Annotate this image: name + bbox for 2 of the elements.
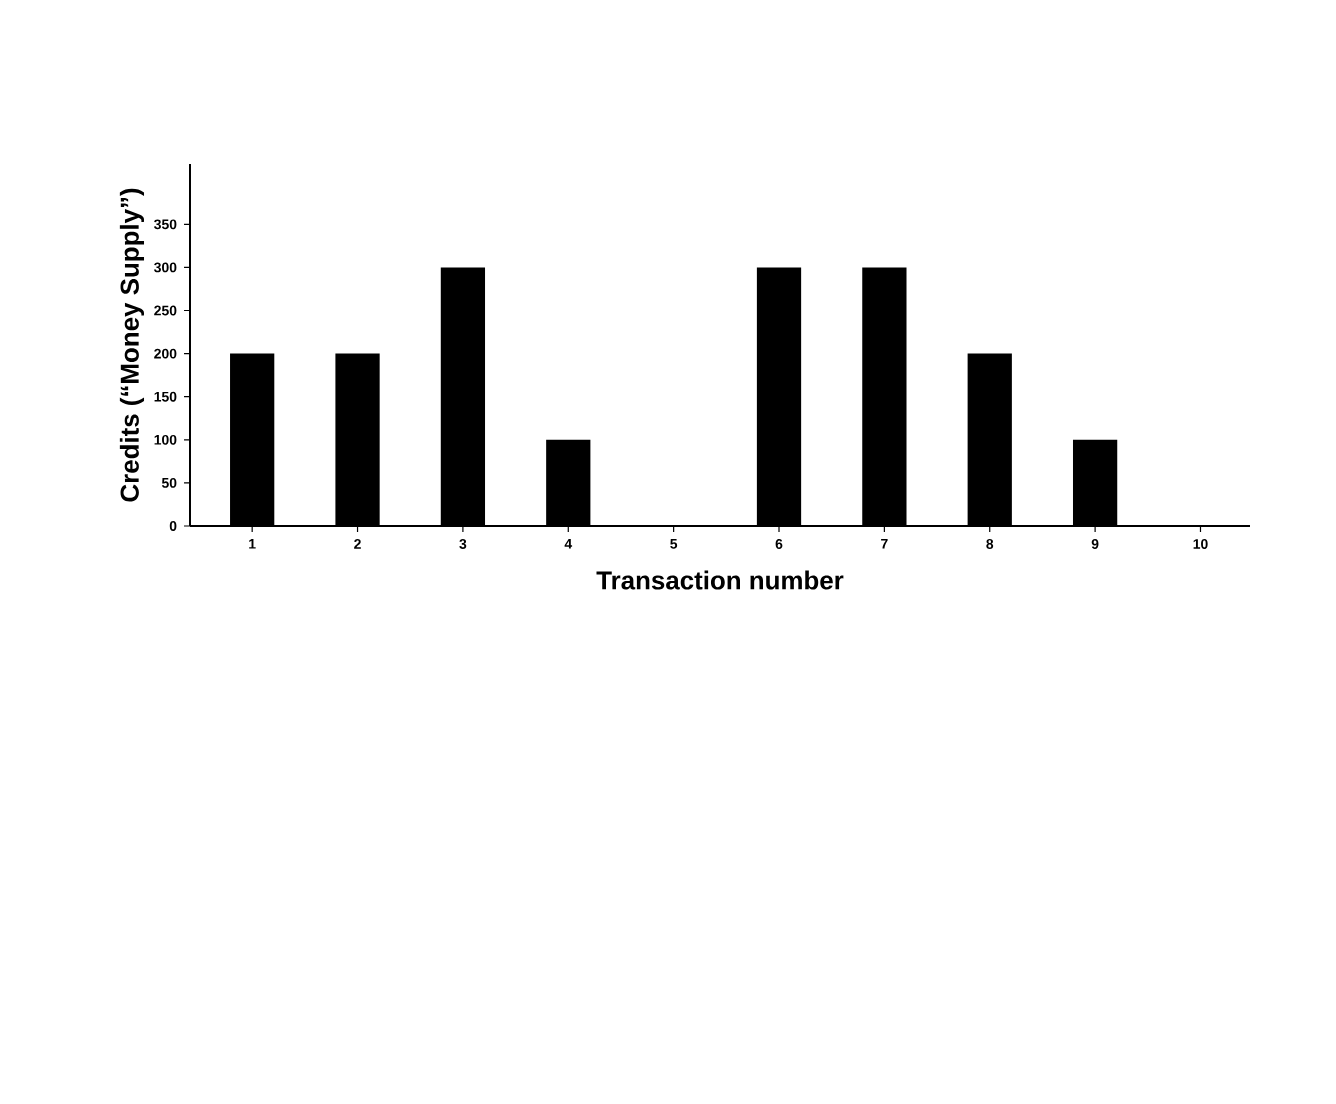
y-axis-title: Credits (“Money Supply”) [119, 188, 145, 502]
x-axis-title: Transaction number [596, 570, 844, 590]
